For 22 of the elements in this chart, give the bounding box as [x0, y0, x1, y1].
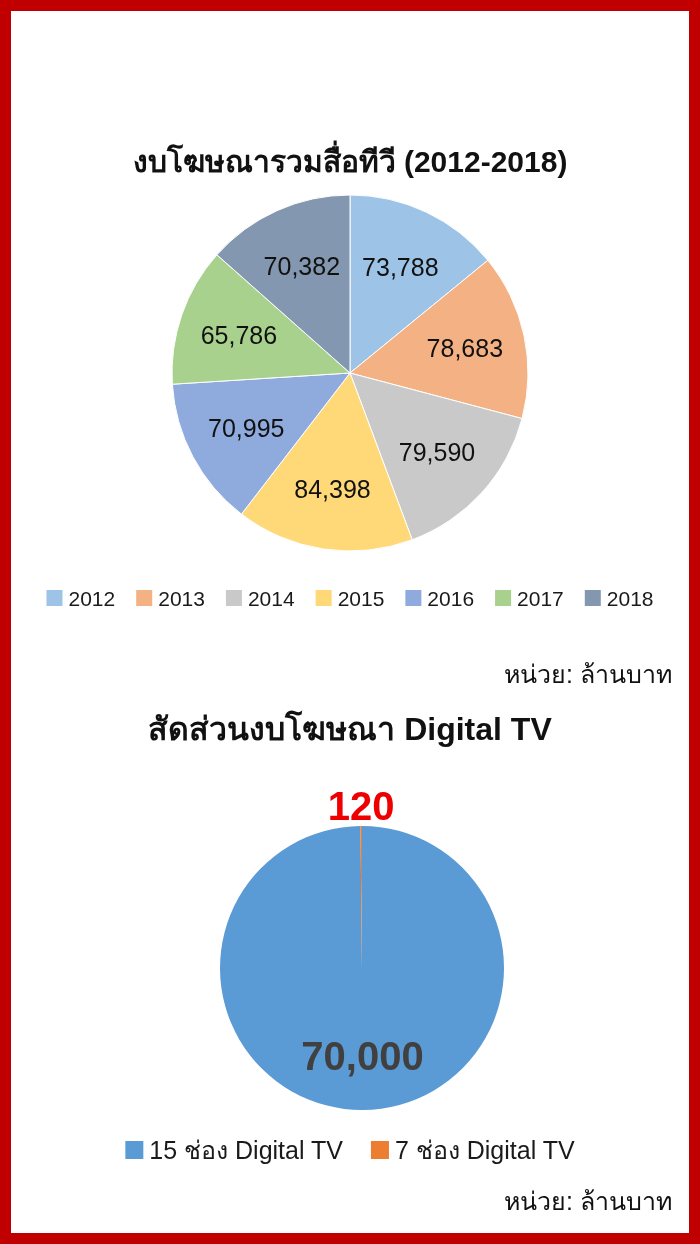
- data-label: 120: [327, 784, 395, 829]
- chart-title: สัดส่วนงบโฆษณา Digital TV: [148, 710, 553, 747]
- legend-label: 2013: [158, 586, 205, 610]
- legend-label: 2018: [606, 586, 654, 610]
- legend-label: 15 ช่อง Digital TV: [149, 1136, 344, 1164]
- legend-label: 2016: [427, 586, 475, 610]
- data-label: 79,590: [398, 437, 476, 466]
- chart-title: งบโฆษณารวมสื่อทีวี (2012-2018): [132, 140, 568, 178]
- data-label: 70,995: [208, 414, 285, 443]
- data-label: 70,000: [301, 1034, 424, 1079]
- legend-label: 7 ช่อง Digital TV: [394, 1136, 575, 1164]
- legend-label: 2014: [247, 586, 295, 610]
- data-label: 73,788: [362, 252, 439, 281]
- data-label: 70,382: [263, 251, 341, 280]
- data-label: 78,683: [426, 334, 504, 363]
- data-label: 65,786: [200, 320, 278, 349]
- legend-label: 2015: [337, 586, 385, 610]
- legend-label: 2012: [68, 586, 116, 610]
- text: หน่วย: ล้านบาท: [504, 1187, 672, 1215]
- legend-label: 2017: [517, 586, 564, 610]
- text: หน่วย: ล้านบาท: [504, 660, 672, 688]
- data-label: 84,398: [294, 475, 371, 504]
